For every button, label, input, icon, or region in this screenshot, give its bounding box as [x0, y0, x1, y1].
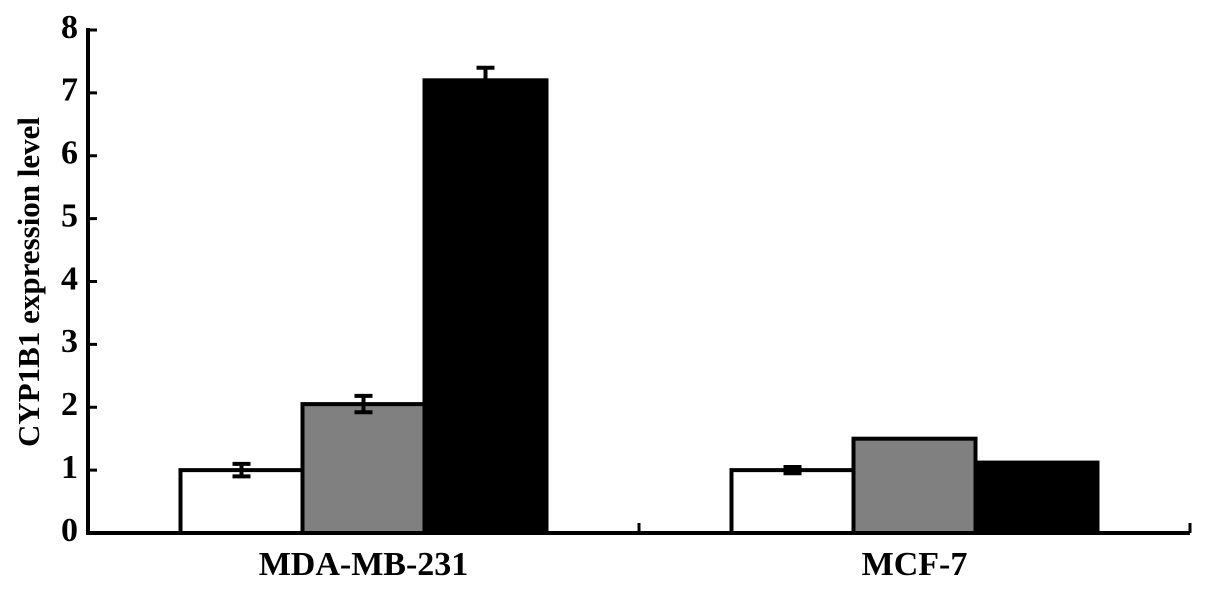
- y-tick-label: 8: [61, 9, 78, 46]
- bar: [973, 460, 1100, 535]
- x-tick-label: MCF-7: [862, 546, 968, 583]
- y-tick-label: 7: [61, 72, 78, 109]
- y-tick-label: 4: [61, 260, 78, 297]
- bar: [300, 402, 427, 536]
- bar: [178, 468, 305, 535]
- error-bar: [232, 461, 251, 479]
- bar: [851, 436, 978, 535]
- y-axis-label: CYP1B1 expression level: [11, 117, 46, 447]
- error-bar: [354, 393, 373, 415]
- error-bar: [783, 464, 802, 476]
- y-tick-label: 1: [61, 449, 78, 486]
- y-tick-label: 5: [61, 197, 78, 234]
- error-bar: [476, 65, 495, 95]
- y-tick-label: 3: [61, 323, 78, 360]
- y-tick-label: 2: [61, 386, 78, 423]
- x-tick-label: MDA-MB-231: [259, 546, 469, 583]
- bar: [729, 468, 856, 535]
- bar: [422, 78, 549, 536]
- y-tick-label: 6: [61, 135, 78, 172]
- y-tick-label: 0: [61, 512, 78, 549]
